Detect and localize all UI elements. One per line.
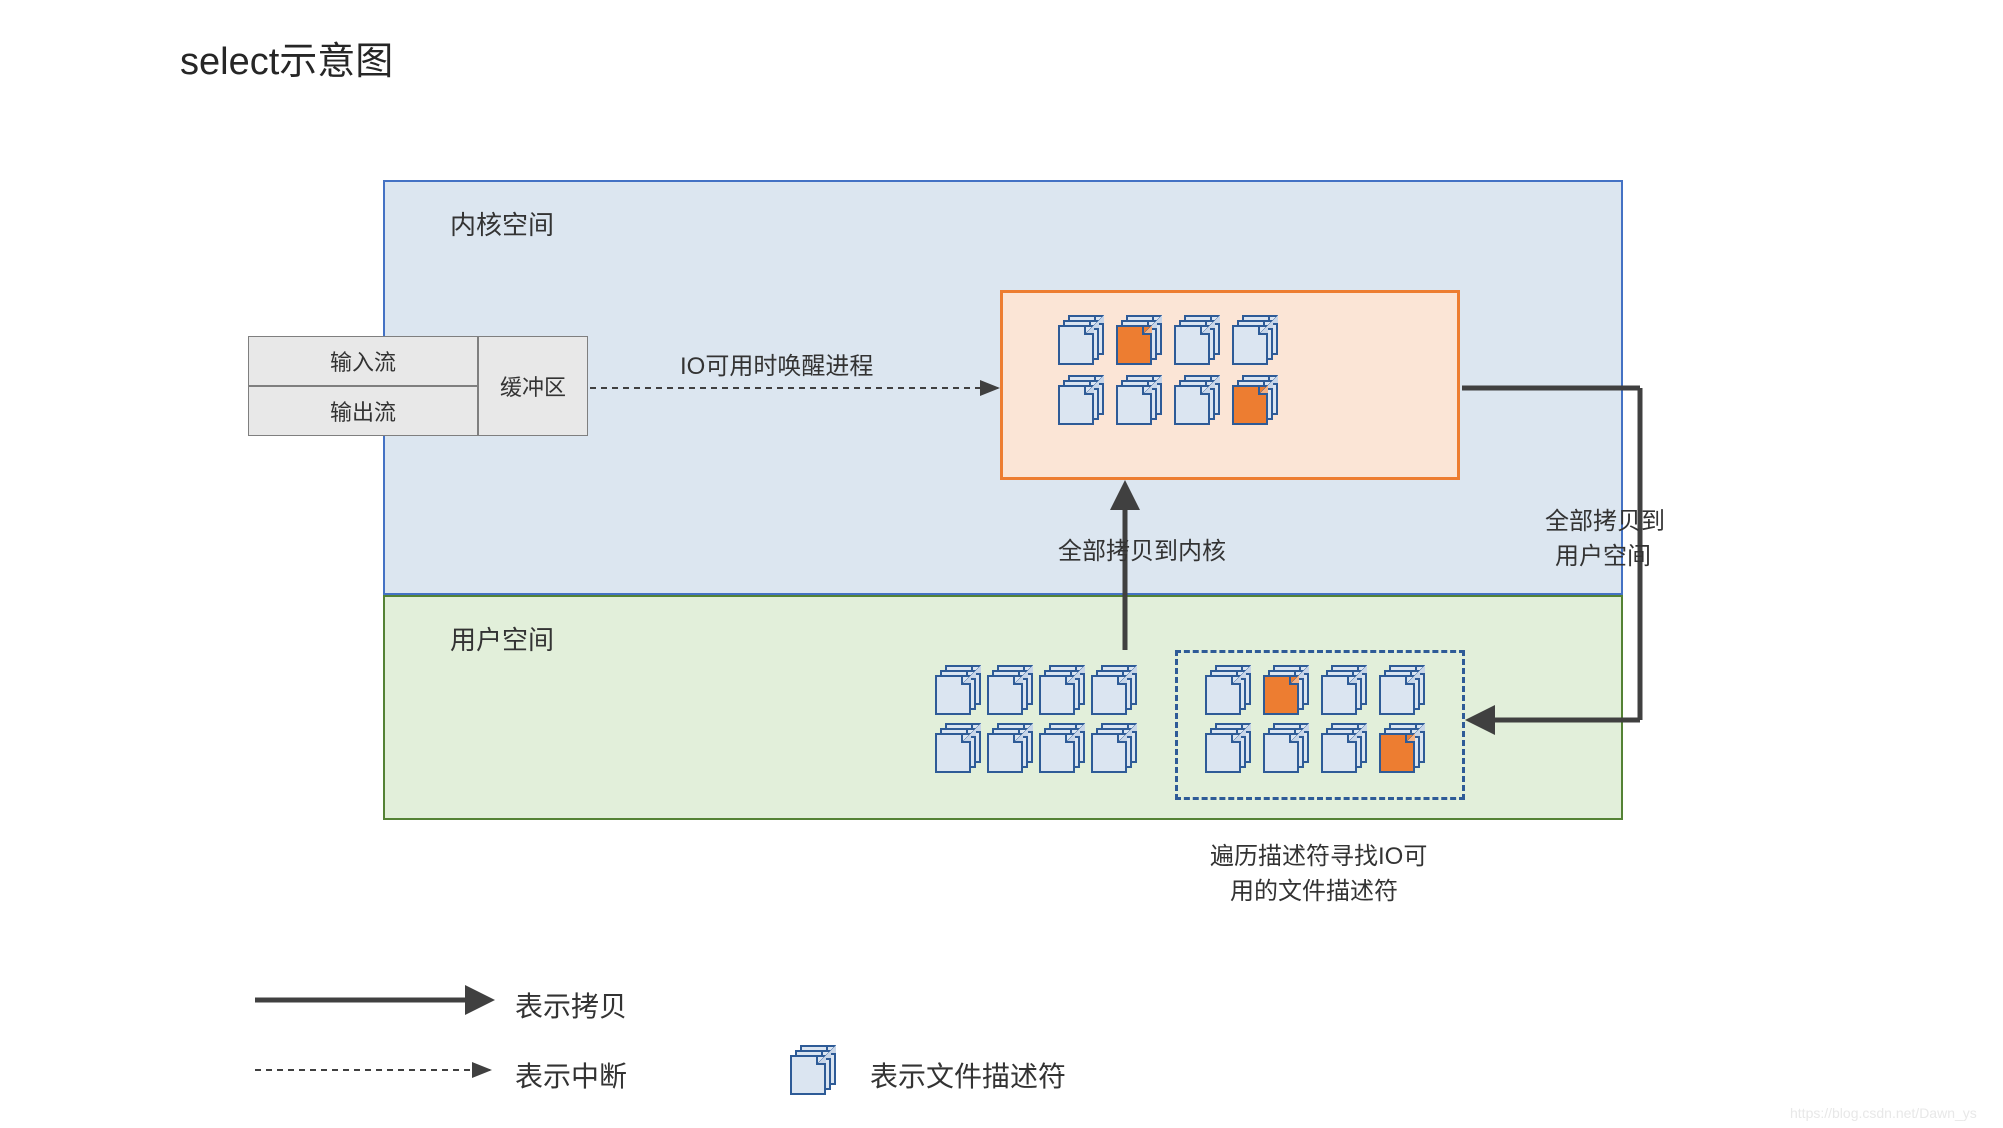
fd-stack <box>1039 665 1085 715</box>
copy-out-annotation-1: 全部拷贝到 <box>1545 505 1665 539</box>
fd-stack <box>1232 315 1278 365</box>
fd-page-icon <box>1058 325 1094 365</box>
fd-page-icon <box>1039 675 1075 715</box>
fd-page-icon <box>1205 675 1241 715</box>
fd-page-icon <box>1232 325 1268 365</box>
fd-stack <box>1232 375 1278 425</box>
fd-page-icon <box>1091 733 1127 773</box>
fd-page-icon <box>1263 675 1299 715</box>
fd-stack <box>935 665 981 715</box>
fd-stack <box>1058 375 1104 425</box>
fd-page-icon <box>1379 733 1415 773</box>
fd-page-icon <box>1205 733 1241 773</box>
fd-stack <box>1116 315 1162 365</box>
fd-stack <box>1091 723 1137 773</box>
copy-in-annotation: 全部拷贝到内核 <box>1058 535 1226 569</box>
diagram-title: select示意图 <box>180 30 393 85</box>
fd-page-icon <box>1232 385 1268 425</box>
fd-stack <box>1058 315 1104 365</box>
fd-stack <box>1263 665 1309 715</box>
fd-page-icon <box>1091 675 1127 715</box>
fd-stack <box>1205 665 1251 715</box>
fd-stack <box>1116 375 1162 425</box>
output-stream-label: 输出流 <box>330 395 396 427</box>
fd-stack <box>1205 723 1251 773</box>
fd-page-icon <box>1174 325 1210 365</box>
wake-annotation: IO可用时唤醒进程 <box>680 350 873 384</box>
fd-page-icon <box>1116 325 1152 365</box>
fd-stack <box>1379 723 1425 773</box>
fd-page-icon <box>790 1055 826 1095</box>
fd-page-icon <box>935 733 971 773</box>
fd-stack <box>1091 665 1137 715</box>
traverse-annotation-2: 用的文件描述符 <box>1230 875 1398 909</box>
fd-stack <box>1039 723 1085 773</box>
fd-stack <box>1263 723 1309 773</box>
fd-page-icon <box>1039 733 1075 773</box>
fd-page-icon <box>987 675 1023 715</box>
fd-stack <box>1321 665 1367 715</box>
fd-page-icon <box>1379 675 1415 715</box>
fd-stack <box>987 665 1033 715</box>
diagram-canvas: select示意图 内核空间 用户空间 输入流 输出流 缓冲区 IO可用时唤醒进… <box>0 0 2003 1128</box>
kernel-space-label: 内核空间 <box>450 205 554 242</box>
buffer-label: 缓冲区 <box>500 370 566 402</box>
output-stream-box: 输出流 <box>248 386 478 436</box>
buffer-box: 缓冲区 <box>478 336 588 436</box>
fd-stack <box>1174 375 1220 425</box>
legend-fd-icon <box>790 1045 836 1095</box>
legend-interrupt-label: 表示中断 <box>515 1055 627 1095</box>
fd-stack <box>987 723 1033 773</box>
legend-fd-label: 表示文件描述符 <box>870 1055 1066 1095</box>
fd-page-icon <box>987 733 1023 773</box>
fd-stack <box>1174 315 1220 365</box>
fd-stack <box>935 723 981 773</box>
fd-stack <box>1379 665 1425 715</box>
fd-page-icon <box>1116 385 1152 425</box>
fd-page-icon <box>1263 733 1299 773</box>
fd-page-icon <box>1321 733 1357 773</box>
input-stream-box: 输入流 <box>248 336 478 386</box>
input-stream-label: 输入流 <box>330 345 396 377</box>
legend-copy-label: 表示拷贝 <box>515 985 627 1025</box>
fd-page-icon <box>935 675 971 715</box>
fd-stack <box>1321 723 1367 773</box>
fd-page-icon <box>1058 385 1094 425</box>
fd-page-icon <box>1174 385 1210 425</box>
user-space-label: 用户空间 <box>450 620 554 657</box>
traverse-annotation-1: 遍历描述符寻找IO可 <box>1210 840 1427 874</box>
fd-page-icon <box>1321 675 1357 715</box>
watermark: https://blog.csdn.net/Dawn_ys <box>1790 1105 1977 1121</box>
copy-out-annotation-2: 用户空间 <box>1555 540 1651 574</box>
